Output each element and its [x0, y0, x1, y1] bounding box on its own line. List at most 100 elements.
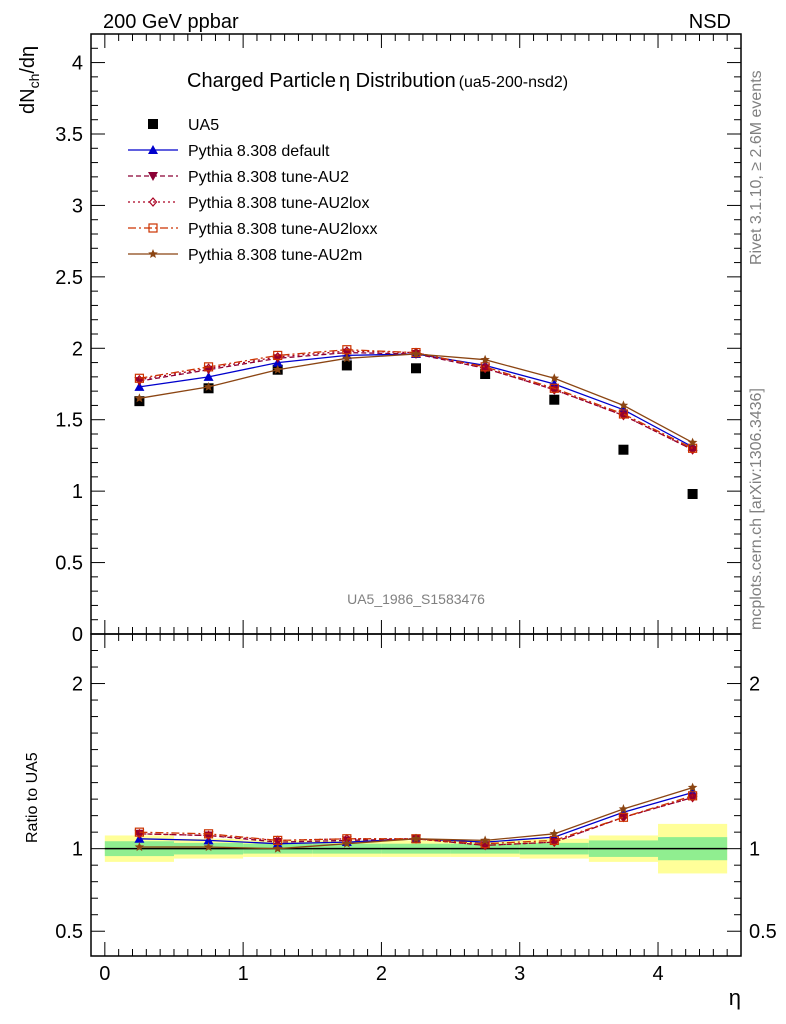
legend-label-au2: Pythia 8.308 tune-AU2 [188, 169, 349, 186]
point-au2loxx-6 [549, 383, 559, 393]
point-ua5-4 [411, 363, 421, 374]
chart-title-rest: Distribution [350, 70, 456, 92]
point-au2m-8-shape [687, 437, 698, 447]
legend-label-default: Pythia 8.308 default [188, 143, 330, 160]
legend-label-ua5: UA5 [188, 117, 219, 134]
ratio-point-au2lox-6-shape [550, 837, 559, 847]
point-default-1 [203, 371, 214, 381]
ratio-frame [90, 633, 742, 957]
point-au2m-5-shape [480, 354, 490, 364]
ratio-point-au2loxx-6 [549, 835, 559, 846]
point-ua5-7 [618, 444, 629, 455]
chart-title: Charged Particle η Distribution (ua5-200-n… [187, 70, 568, 92]
legend-entry-au2m: Pythia 8.308 tune-AU2m [128, 247, 362, 264]
point-au2lox-6-shape [550, 384, 559, 395]
point-default-0-shape [134, 381, 145, 391]
main-ytick-label-5: 2.5 [55, 267, 83, 289]
ratio-series [134, 782, 698, 853]
point-au2loxx-7 [618, 409, 629, 419]
point-au2m-2-shape [272, 364, 283, 374]
legend-marker-au2lox-shape [148, 197, 158, 207]
ratio-ylabel: Ratio to UA5 [24, 752, 41, 843]
point-au2m-2 [272, 364, 283, 374]
main-ylabel-base: dN [17, 88, 39, 114]
legend-label-au2lox: Pythia 8.308 tune-AU2lox [188, 195, 369, 212]
ratio-point-au2m-6-shape [549, 828, 560, 838]
point-au2lox-2 [273, 351, 282, 362]
ratio-ytick-label-right-2: 2 [749, 674, 760, 696]
ratio-ytick-label-left-1: 1 [72, 839, 83, 861]
point-au2loxx-2-shape [273, 350, 283, 361]
legend-marker-ua5 [148, 119, 158, 129]
ratio-point-au2loxx-7-shape [618, 812, 629, 822]
chart-title-main: Charged Particle [187, 70, 336, 92]
header-right: NSD [689, 11, 731, 33]
ratio-point-au2loxx-8 [687, 791, 698, 801]
xtick-label-1: 1 [238, 963, 249, 985]
point-au2loxx-5 [480, 362, 490, 372]
point-default-0 [134, 381, 145, 391]
ratio-point-au2m-4 [411, 833, 421, 843]
main-ytick-label-8: 4 [72, 53, 83, 75]
main-ytick-label-2: 1 [72, 481, 83, 503]
ratio-series-au2m [134, 782, 698, 853]
ratio-point-au2m-6 [549, 828, 560, 838]
series-au2m [134, 349, 698, 447]
legend-marker-au2-shape [148, 172, 158, 181]
point-au2lox-7 [619, 410, 628, 421]
point-au2m-7-shape [618, 400, 629, 410]
x-axis-label: η [729, 985, 741, 1010]
main-ylabel-tail: /dη [17, 46, 39, 74]
main-ytick-label-0: 0 [72, 624, 83, 646]
legend-entry-au2loxx: Pythia 8.308 tune-AU2loxx [128, 221, 377, 238]
point-au2m-4 [411, 349, 421, 358]
ratio-uncertainty-bands [104, 823, 728, 874]
ratio-point-au2m-2 [272, 843, 283, 853]
ratio-point-au2m-3-shape [342, 838, 352, 848]
ratio-point-au2m-3 [342, 838, 352, 848]
legend-marker-default-shape [148, 145, 158, 154]
ratio-point-au2m-0-shape [134, 842, 145, 852]
series-ua5 [134, 360, 698, 499]
axes: 0 0.5 1 1.5 2 2.5 3 3.5 4 0 1 2 3 4 0.5 0.5 1 1 2 2 [55, 34, 777, 985]
main-ylabel-sub: ch [26, 74, 42, 89]
main-series [134, 345, 698, 499]
point-au2m-0 [134, 393, 145, 403]
ratio-ytick-label-left-2: 2 [72, 674, 83, 696]
ratio-ytick-label-right-0: 0.5 [749, 921, 777, 943]
legend-marker-au2lox [148, 197, 158, 207]
point-au2m-7 [618, 400, 629, 410]
xtick-label-0: 0 [99, 963, 110, 985]
point-au2lox-8 [688, 444, 697, 455]
point-au2m-8 [687, 437, 698, 447]
ratio-ytick-label-right-1: 1 [749, 839, 760, 861]
point-au2loxx-7-shape [618, 409, 629, 419]
ratio-point-au2m-7 [618, 804, 629, 814]
ratio-point-au2m-1 [203, 842, 214, 852]
main-ytick-label-1: 0.5 [55, 553, 83, 575]
legend: UA5 Pythia 8.308 default Pythia 8.308 tune… [128, 117, 377, 264]
point-ua5-3-shape [341, 360, 352, 371]
point-ua5-5 [480, 369, 491, 379]
main-ytick-label-6: 3 [72, 195, 83, 217]
series-au2loxx [134, 345, 698, 453]
ratio-point-au2m-0 [134, 842, 145, 852]
legend-marker-au2 [148, 172, 158, 181]
point-au2m-6 [549, 373, 560, 383]
ratio-point-au2m-7-shape [618, 804, 629, 814]
point-au2lox-7-shape [619, 410, 628, 421]
legend-label-au2loxx: Pythia 8.308 tune-AU2loxx [188, 221, 377, 238]
ratio-point-au2loxx-0-shape [134, 827, 145, 837]
ratio-point-au2lox-8-shape [688, 792, 697, 803]
main-ylabel: dNch/dη [17, 46, 42, 114]
legend-label-au2m: Pythia 8.308 tune-AU2m [188, 247, 362, 264]
point-au2lox-6 [550, 384, 559, 395]
point-ua5-7-shape [618, 444, 629, 455]
ratio-point-au2loxx-1 [203, 829, 214, 839]
legend-marker-ua5-shape [148, 119, 158, 129]
ratio-point-au2loxx-6-shape [549, 835, 559, 846]
point-au2m-3-shape [342, 353, 352, 363]
point-ua5-8 [687, 489, 698, 499]
ratio-point-au2loxx-1-shape [203, 829, 214, 839]
